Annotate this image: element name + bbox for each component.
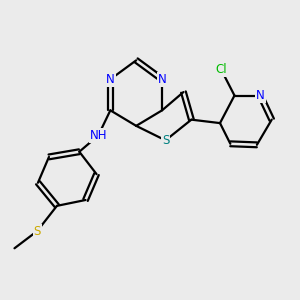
Text: N: N [158, 73, 167, 86]
Text: S: S [162, 134, 169, 147]
Text: N: N [256, 89, 265, 102]
Text: S: S [34, 224, 41, 238]
Text: NH: NH [89, 129, 107, 142]
Text: N: N [106, 73, 115, 86]
Text: Cl: Cl [216, 64, 227, 76]
